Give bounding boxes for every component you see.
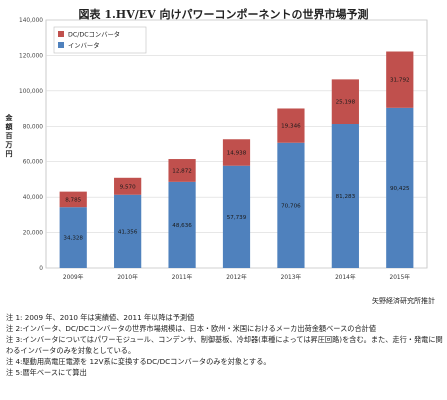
- data-label-dcdc: 9,570: [120, 184, 136, 190]
- data-label-dcdc: 19,346: [281, 124, 301, 130]
- bars: 34,328 8,785 41,356 9,570 48,636 12,872 57,739…: [59, 51, 414, 268]
- x-tick-label: 2014年: [335, 273, 356, 281]
- y-tick-label: 120,000: [19, 53, 43, 59]
- bar-inverter: [331, 124, 359, 268]
- y-tick-label: 60,000: [23, 160, 44, 166]
- data-label-inverter: 41,356: [118, 229, 138, 235]
- legend-swatch-dcdc: [58, 31, 64, 37]
- legend-label-dcdc: DC/DCコンバータ: [68, 30, 120, 39]
- x-tick-label: 2013年: [281, 273, 302, 281]
- y-tick-label: 0: [39, 266, 43, 272]
- bar-inverter: [114, 194, 142, 268]
- data-label-dcdc: 12,872: [172, 168, 192, 174]
- y-tick-label: 40,000: [23, 195, 44, 201]
- footnote-5: 注 5:暦年ベースにて算出: [6, 368, 87, 377]
- bar-dcdc: [331, 79, 359, 125]
- y-axis-label: 金額 百万円: [5, 114, 13, 158]
- footnote-3: 注 3:インバータについてはパワーモジュール、コンデンサ、制御基板、冷却器(車種…: [6, 335, 443, 355]
- chart-title: 図表 1.HV/EV 向けパワーコンポーネントの世界市場予測: [78, 8, 369, 21]
- x-tick-label: 2010年: [117, 273, 138, 281]
- footnote-4: 注 4:駆動用高電圧電源を 12V系に変換するDC/DCコンバータのみを対象とす…: [6, 357, 271, 366]
- x-axis-ticks: 2009年 2010年 2011年 2012年 2013年 2014年 2015年: [63, 273, 410, 281]
- bar-inverter: [168, 181, 196, 268]
- x-tick-label: 2012年: [226, 273, 247, 281]
- bar-inverter: [386, 107, 414, 268]
- x-tick-label: 2009年: [63, 273, 84, 281]
- y-tick-label: 100,000: [19, 89, 43, 95]
- bar-inverter: [222, 165, 251, 268]
- chart-plot: 0 20,000 40,000 60,000 80,000 100,000 120,000 1…: [19, 18, 428, 281]
- y-tick-label: 80,000: [23, 124, 44, 130]
- data-label-inverter: 48,636: [172, 223, 192, 229]
- legend-swatch-inverter: [58, 42, 64, 48]
- bar-dcdc: [386, 51, 414, 108]
- x-tick-label: 2015年: [390, 273, 411, 281]
- data-label-dcdc: 14,938: [227, 150, 247, 156]
- data-label-inverter: 57,739: [227, 215, 247, 221]
- y-axis-ticks: 0 20,000 40,000 60,000 80,000 100,000 120,000 1…: [19, 18, 43, 272]
- data-label-dcdc: 31,792: [390, 78, 410, 84]
- x-tick-label: 2011年: [172, 273, 193, 281]
- source-credit: 矢野経済研究所推計: [372, 297, 435, 305]
- bar-dcdc: [222, 139, 251, 166]
- bar-dcdc: [114, 177, 142, 195]
- footnote-2: 注 2:インバータ、DC/DCコンバータの世界市場規模は、日本・欧州・米国におけ…: [6, 324, 377, 333]
- bar-inverter: [277, 142, 305, 268]
- data-label-inverter: 34,328: [63, 236, 83, 242]
- y-tick-label: 20,000: [23, 231, 44, 237]
- data-label-dcdc: 8,785: [65, 197, 81, 203]
- legend: DC/DCコンバータ インバータ: [53, 26, 147, 54]
- data-label-dcdc: 25,198: [336, 100, 356, 106]
- data-label-inverter: 90,425: [390, 186, 410, 192]
- legend-label-inverter: インバータ: [68, 41, 99, 50]
- data-label-inverter: 70,706: [281, 203, 301, 209]
- bar-dcdc: [168, 159, 196, 182]
- footnotes: 注 1: 2009 年、2010 年は実績値、2011 年以降は予測値 注 2:…: [6, 312, 444, 378]
- bar-inverter: [59, 207, 87, 268]
- data-label-inverter: 81,283: [336, 194, 356, 200]
- bar-dcdc: [277, 108, 305, 143]
- y-tick-label: 140,000: [19, 18, 43, 24]
- bar-dcdc: [59, 191, 87, 208]
- footnote-1: 注 1: 2009 年、2010 年は実績値、2011 年以降は予測値: [6, 313, 195, 322]
